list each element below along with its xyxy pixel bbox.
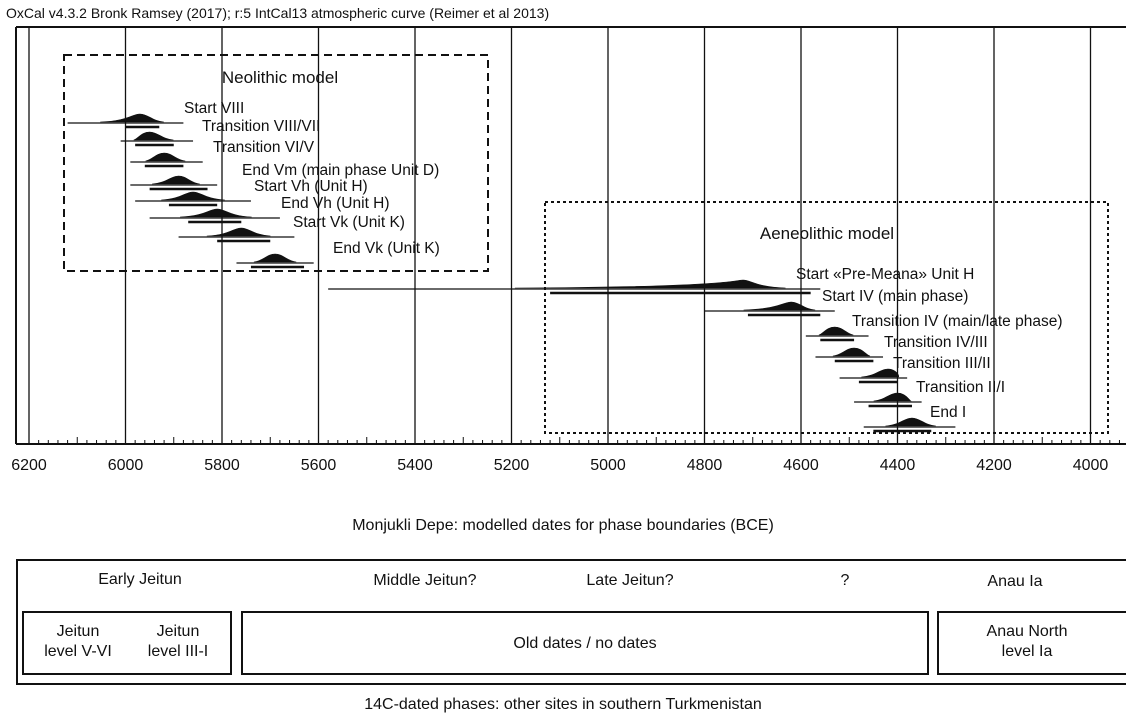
site-jeitun-v-vi: Jeitun level V-VI <box>44 623 112 660</box>
boundary-label-13: Transition II/I <box>916 379 1005 396</box>
distribution-8 <box>514 279 786 289</box>
distribution-6 <box>206 227 271 237</box>
distribution-12 <box>861 368 900 378</box>
boundary-label-10: Transition IV (main/late phase) <box>852 313 1063 330</box>
boundary-label-14: End I <box>930 404 966 421</box>
boundary-label-9: Start IV (main phase) <box>822 288 968 305</box>
distribution-2 <box>145 152 186 162</box>
grid-lines <box>28 27 1092 444</box>
boundary-label-11: Transition IV/III <box>884 334 988 351</box>
boundary-label-6: Start Vk (Unit K) <box>293 214 405 231</box>
x-tick-label-4600: 4600 <box>783 457 819 474</box>
distribution-1 <box>133 131 174 141</box>
x-tick-label-5400: 5400 <box>397 457 433 474</box>
boundary-label-12: Transition III/II <box>893 355 991 372</box>
group-box-0 <box>63 54 489 272</box>
lower-panel-caption: 14C-dated phases: other sites in souther… <box>364 696 762 713</box>
period-middle-jeitun: Middle Jeitun? <box>373 572 477 589</box>
distribution-9 <box>743 301 816 311</box>
site-box-jeitun <box>22 611 232 675</box>
x-tick-label-5200: 5200 <box>494 457 530 474</box>
x-tick-label-6200: 6200 <box>11 457 47 474</box>
boundary-label-3: End Vm (main phase Unit D) <box>242 162 439 179</box>
site-old-dates: Old dates / no dates <box>513 635 657 652</box>
model-groups: Neolithic model Aeneolithic model <box>63 54 1109 434</box>
group-box-1 <box>544 201 1109 434</box>
distribution-10 <box>818 326 854 336</box>
plot-frame <box>15 26 1126 445</box>
group-label-1: Aeneolithic model <box>760 224 894 243</box>
distribution-4 <box>161 191 225 201</box>
boundary-label-2: Transition VI/V <box>213 139 315 156</box>
x-tick-label-4400: 4400 <box>880 457 916 474</box>
x-tick-label-4000: 4000 <box>1073 457 1109 474</box>
boundary-label-0: Start VIII <box>184 100 244 117</box>
boundary-label-1: Transition VIII/VII <box>202 118 320 135</box>
distribution-7 <box>253 253 297 263</box>
x-axis-ticks: 6200 6000 5800 5600 5400 5200 5000 4800 4600 4400… <box>11 437 1120 474</box>
boundary-label-8: Start «Pre-Meana» Unit H <box>796 266 974 283</box>
site-box-old-dates <box>241 611 929 675</box>
x-tick-label-5800: 5800 <box>204 457 240 474</box>
x-tick-label-5000: 5000 <box>590 457 626 474</box>
period-unknown: ? <box>840 572 850 589</box>
x-tick-label-6000: 6000 <box>108 457 144 474</box>
site-anau-north: Anau North level Ia <box>986 623 1068 660</box>
site-box-anau-north <box>937 611 1126 675</box>
x-tick-label-4800: 4800 <box>687 457 723 474</box>
period-early-jeitun: Early Jeitun <box>98 571 182 588</box>
x-tick-label-5600: 5600 <box>301 457 337 474</box>
boundary-label-5: End Vh (Unit H) <box>281 195 390 212</box>
group-label-0: Neolithic model <box>222 68 338 87</box>
site-jeitun-iii-i: Jeitun level III-I <box>147 623 209 660</box>
distribution-0 <box>100 113 164 123</box>
distribution-11 <box>832 347 871 357</box>
boundary-label-4: Start Vh (Unit H) <box>254 178 368 195</box>
distribution-3 <box>152 175 200 185</box>
chart-header: OxCal v4.3.2 Bronk Ramsey (2017); r:5 In… <box>6 5 549 21</box>
period-late-jeitun: Late Jeitun? <box>586 572 674 589</box>
boundary-label-7: End Vk (Unit K) <box>333 240 440 257</box>
periods-panel <box>16 559 1126 685</box>
x-axis-label: Monjukli Depe: modelled dates for phase … <box>352 517 774 534</box>
x-tick-label-4200: 4200 <box>976 457 1012 474</box>
distribution-13 <box>873 392 912 402</box>
distribution-14 <box>885 417 936 427</box>
period-anau-ia: Anau Ia <box>987 573 1043 590</box>
distribution-5 <box>180 208 252 218</box>
